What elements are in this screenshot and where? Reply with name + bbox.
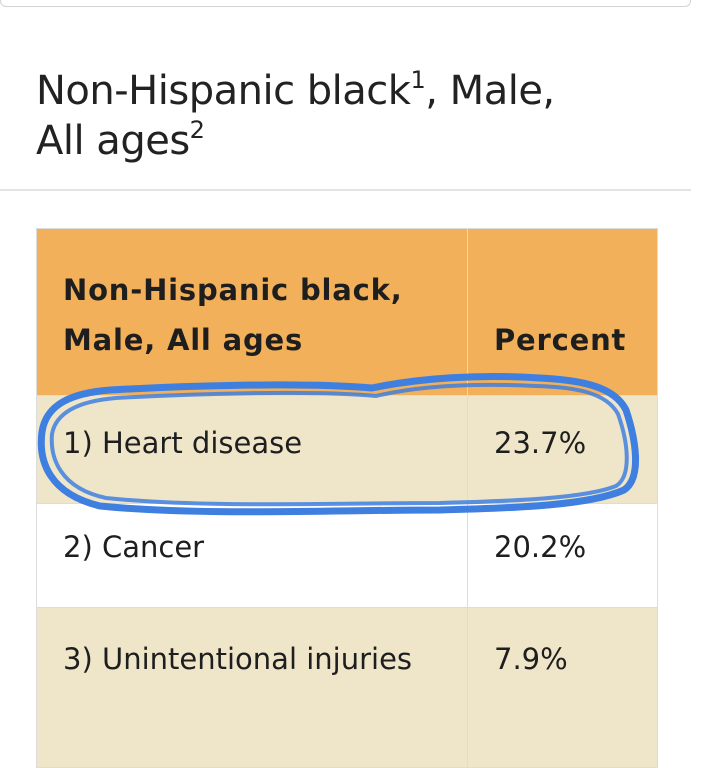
previous-card-edge [0,0,691,7]
title-text-2: , Male, [425,68,555,114]
causes-of-death-table-container: Non-Hispanic black, Male, All ages Perce… [36,228,658,768]
footnote-marker-1[interactable]: 1 [410,66,426,94]
cause-cell: 3) Unintentional injuries [36,607,468,768]
percent-cell: 23.7% [467,395,658,504]
table-row: 1) Heart disease 23.7% [36,395,658,504]
title-text-1: Non-Hispanic black [36,68,411,114]
table-row: 2) Cancer 20.2% [36,503,658,608]
percent-cell: 20.2% [467,503,658,608]
percent-column-header: Percent [467,228,658,396]
percent-cell: 7.9% [467,607,658,768]
title-text-3: All ages [36,118,190,164]
causes-of-death-table: Non-Hispanic black, Male, All ages Perce… [36,228,658,768]
section-title: Non-Hispanic black1, Male, All ages2 [36,66,676,166]
cause-cell: 2) Cancer [36,503,468,608]
title-divider [0,189,691,191]
cause-cell: 1) Heart disease [36,395,468,504]
group-column-header: Non-Hispanic black, Male, All ages [36,228,468,396]
footnote-marker-2[interactable]: 2 [189,116,205,144]
table-row: 3) Unintentional injuries 7.9% [36,607,658,768]
table-header-row: Non-Hispanic black, Male, All ages Perce… [36,228,658,396]
